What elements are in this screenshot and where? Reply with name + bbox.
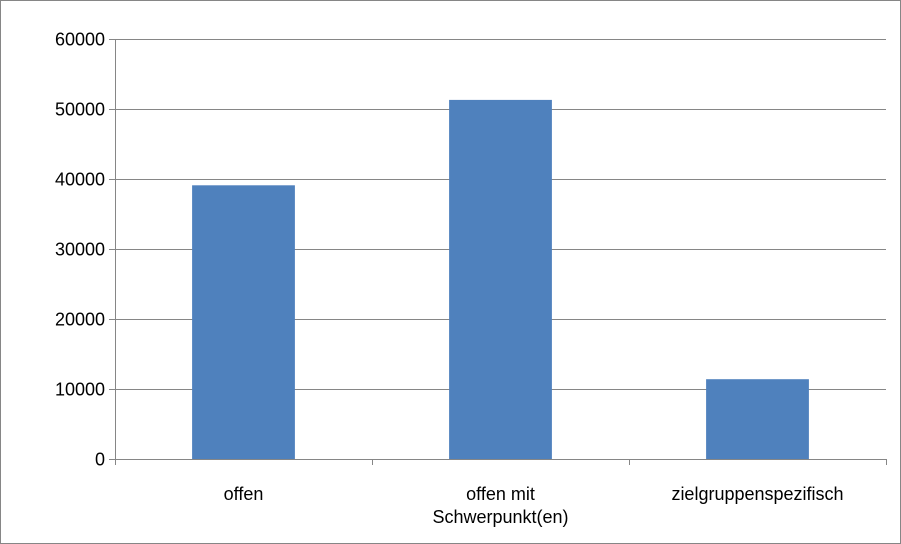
y-tick-label: 40000 <box>55 170 105 190</box>
x-tick-label: offen <box>224 484 264 504</box>
x-tick-label: offen mit Schwerpunkt(en) <box>432 484 568 527</box>
y-tick-label: 30000 <box>55 240 105 260</box>
y-tick-labels: 0 10000 20000 30000 40000 50000 60000 <box>55 30 105 470</box>
x-tick-label-line: Schwerpunkt(en) <box>432 507 568 527</box>
y-tick-label: 10000 <box>55 380 105 400</box>
x-tick-label-line: zielgruppenspezifisch <box>671 484 843 504</box>
y-tick-label: 20000 <box>55 310 105 330</box>
y-tick-label: 0 <box>95 450 105 470</box>
bar-3 <box>706 379 809 459</box>
axes <box>109 39 887 465</box>
x-tick-label-line: offen mit <box>466 484 535 504</box>
x-tick-label: zielgruppenspezifisch <box>671 484 843 504</box>
bar-1 <box>192 185 295 460</box>
y-tick-label: 50000 <box>55 100 105 120</box>
y-tick-label: 60000 <box>55 30 105 50</box>
x-tick-label-line: offen <box>224 484 264 504</box>
bar-2 <box>449 99 552 460</box>
bars <box>192 99 809 460</box>
x-tick-labels: offen offen mit Schwerpunkt(en) zielgruppen… <box>224 484 844 527</box>
